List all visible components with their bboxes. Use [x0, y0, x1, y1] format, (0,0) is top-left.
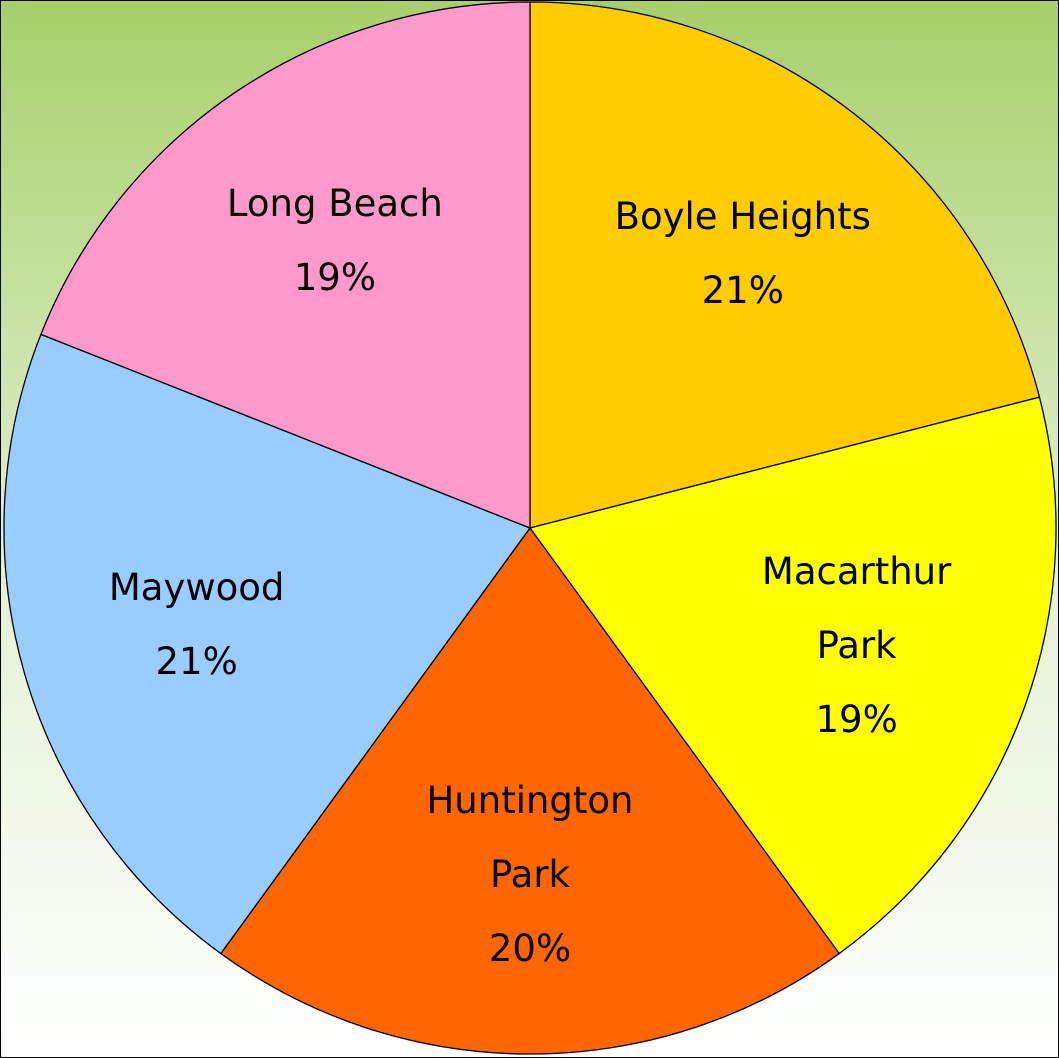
- category-label: Macarthur Park: [761, 549, 952, 667]
- percent-label: 20%: [488, 927, 572, 971]
- pie-slice: [219, 526, 841, 1055]
- percent-label: 21%: [701, 268, 784, 312]
- category-label: Long Beach: [226, 181, 443, 225]
- category-label: Huntington Park: [426, 779, 634, 897]
- slice-label: Boyle Heights 21%: [573, 180, 913, 328]
- slice-label: Huntington Park 20%: [400, 764, 660, 986]
- category-label: Maywood: [108, 565, 285, 609]
- pie-slice: [528, 396, 1057, 955]
- pie-slice: [529, 1, 1041, 529]
- percent-label: 19%: [815, 697, 898, 741]
- slice-label: Long Beach 19%: [175, 167, 495, 315]
- percent-label: 19%: [293, 255, 376, 299]
- pie-slice: [3, 333, 532, 955]
- percent-label: 21%: [155, 639, 238, 683]
- category-label: Boyle Heights: [614, 194, 871, 238]
- slice-label: Maywood 21%: [67, 551, 327, 699]
- pie-slice: [40, 1, 531, 529]
- slice-label: Macarthur Park 19%: [727, 535, 987, 757]
